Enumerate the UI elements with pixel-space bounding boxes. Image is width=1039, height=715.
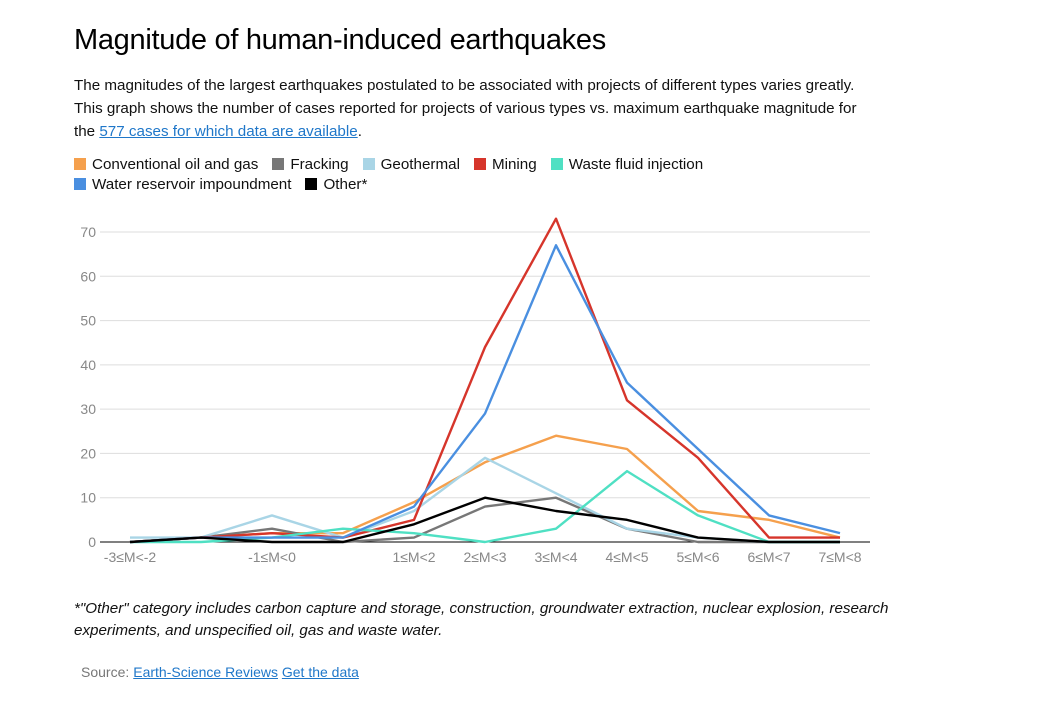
- x-tick-label: 2≤M<3: [463, 549, 506, 565]
- legend-label: Waste fluid injection: [568, 156, 704, 173]
- y-tick-label: 10: [80, 490, 96, 506]
- x-tick-label: 5≤M<6: [676, 549, 719, 565]
- source-label: Source:: [81, 664, 130, 680]
- legend-label: Mining: [491, 156, 537, 173]
- x-tick-label: 1≤M<2: [392, 549, 435, 565]
- description-text: The magnitudes of the largest earthquake…: [74, 77, 857, 140]
- legend-item: Fracking: [272, 155, 349, 175]
- y-tick-label: 30: [80, 401, 96, 417]
- x-tick-label: -3≤M<-2: [104, 549, 157, 565]
- legend-swatch: [74, 158, 86, 170]
- series-line-waste-fluid-injection: [130, 469, 840, 544]
- cases-link[interactable]: 577 cases for which data are available: [99, 123, 358, 140]
- description: The magnitudes of the largest earthquake…: [74, 74, 874, 143]
- y-tick-label: 0: [88, 534, 96, 550]
- x-tick-label: -1≤M<0: [248, 549, 296, 565]
- footnote: *"Other" category includes carbon captur…: [74, 600, 889, 639]
- legend-swatch: [74, 178, 86, 190]
- legend-label: Fracking: [290, 156, 349, 173]
- y-tick-label: 40: [80, 357, 96, 373]
- series-line-other: [129, 496, 840, 544]
- legend-swatch: [272, 158, 285, 170]
- legend-label: Geothermal: [380, 156, 460, 173]
- source-line: Source: Earth-Science Reviews Get the dat…: [81, 664, 359, 680]
- series-line-water-reservoir-impoundment: [129, 244, 841, 544]
- legend-item: Conventional oil and gas: [74, 155, 258, 175]
- y-tick-label: 70: [80, 224, 96, 240]
- y-tick-label: 60: [80, 268, 96, 284]
- y-tick-label: 20: [80, 445, 96, 461]
- page-title: Magnitude of human-induced earthquakes: [74, 24, 606, 56]
- y-tick-label: 50: [80, 313, 96, 329]
- legend-item: Waste fluid injection: [550, 155, 704, 175]
- legend-swatch: [473, 158, 486, 170]
- legend-swatch: [550, 158, 563, 170]
- chart-legend: Conventional oil and gas Fracking Geotherm…: [74, 155, 834, 195]
- series-line-fracking: [129, 496, 840, 544]
- legend-label: Conventional oil and gas: [92, 156, 259, 173]
- legend-swatch: [305, 178, 318, 190]
- legend-swatch: [362, 158, 375, 170]
- legend-item: Other*: [305, 175, 367, 195]
- legend-item: Water reservoir impoundment: [74, 175, 291, 195]
- source-link-earth-science-reviews[interactable]: Earth-Science Reviews: [133, 664, 278, 680]
- legend-item: Mining: [473, 155, 537, 175]
- legend-item: Geothermal: [362, 155, 460, 175]
- get-the-data-link[interactable]: Get the data: [281, 664, 359, 680]
- legend-label: Other*: [323, 176, 368, 193]
- line-chart: 0 10 20 30 40 50 60 70 -3≤M<-2 -1≤M<0 1≤M<2 2≤M<3 3≤…: [80, 217, 870, 565]
- x-tick-label: 6≤M<7: [747, 549, 790, 565]
- legend-label: Water reservoir impoundment: [92, 176, 292, 193]
- x-tick-label: 7≤M<8: [818, 549, 861, 565]
- x-tick-label: 3≤M<4: [534, 549, 577, 565]
- x-tick-label: 4≤M<5: [605, 549, 648, 565]
- description-end: .: [357, 123, 362, 140]
- series-line-mining: [129, 217, 840, 544]
